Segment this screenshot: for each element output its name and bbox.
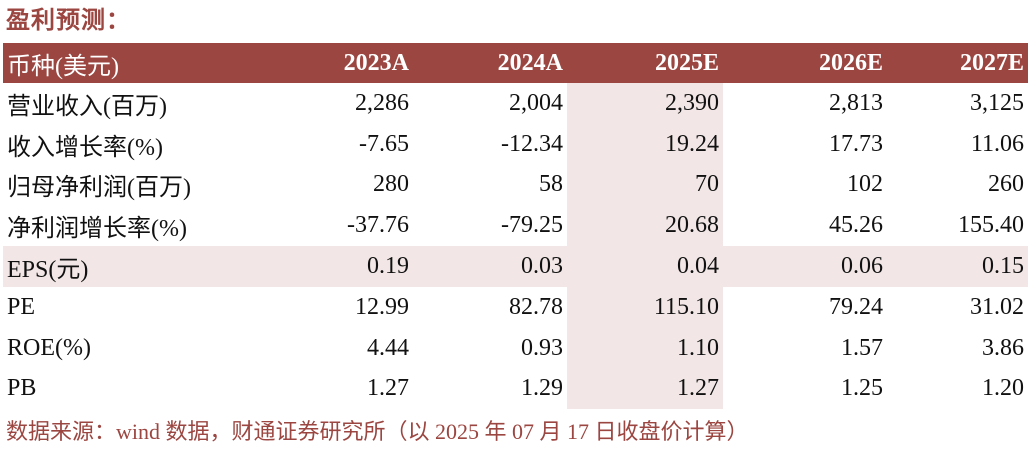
row-label: ROE(%) [7, 334, 91, 361]
cell-value: -37.76 [347, 212, 409, 239]
cell-value: 0.93 [521, 334, 563, 361]
cell-value: 0.15 [887, 246, 1028, 287]
cell-value: 4.44 [367, 334, 409, 361]
cell-value: 3,125 [970, 89, 1024, 116]
header-2023a: 2023A [343, 49, 409, 76]
row-label: 收入增长率(%) [7, 134, 163, 161]
cell-value: 1.20 [982, 375, 1024, 402]
cell-value: 11.06 [970, 130, 1024, 157]
cell-value: 1.57 [841, 334, 883, 361]
cell-value: 155.40 [958, 212, 1024, 239]
cell-value: 2,286 [355, 89, 409, 116]
table-header-row: 币种(美元) 2023A 2024A 2025E 2026E 2027E [3, 43, 1028, 83]
cell-value: 79.24 [829, 293, 883, 320]
row-label: EPS(元) [3, 246, 256, 287]
cell-value: 1.27 [567, 368, 723, 410]
row-label: PE [7, 293, 36, 320]
cell-value: 82.78 [509, 293, 563, 320]
table-row: 归母净利润(百万) 280 58 70 102 260 [3, 164, 1028, 206]
row-label: PB [7, 375, 37, 402]
earnings-forecast-table: 币种(美元) 2023A 2024A 2025E 2026E 2027E 营业收… [3, 43, 1028, 410]
cell-value: 12.99 [355, 293, 409, 320]
cell-value: 0.04 [567, 246, 723, 287]
table-row-highlighted: EPS(元) 0.19 0.03 0.04 0.06 0.15 [3, 246, 1028, 287]
cell-value: 115.10 [567, 286, 723, 328]
header-2026e: 2026E [818, 49, 883, 76]
cell-value: 1.27 [367, 375, 409, 402]
cell-value: 1.10 [567, 327, 723, 369]
table-row: ROE(%) 4.44 0.93 1.10 1.57 3.86 [3, 327, 1028, 369]
cell-value: -79.25 [501, 212, 563, 239]
header-2024a: 2024A [497, 49, 563, 76]
table-row: PE 12.99 82.78 115.10 79.24 31.02 [3, 286, 1028, 328]
table-row: 净利润增长率(%) -37.76 -79.25 20.68 45.26 155.… [3, 205, 1028, 247]
data-source-note: 数据来源：wind 数据，财通证券研究所（以 2025 年 07 月 17 日收… [6, 419, 749, 444]
table-row: 营业收入(百万) 2,286 2,004 2,390 2,813 3,125 [3, 83, 1028, 124]
cell-value: 2,813 [829, 89, 883, 116]
cell-value: 3.86 [982, 334, 1024, 361]
cell-value: 17.73 [829, 130, 883, 157]
cell-value: 2,390 [567, 83, 723, 124]
cell-value: 2,004 [509, 89, 563, 116]
row-label: 营业收入(百万) [7, 93, 167, 120]
cell-value: 45.26 [829, 212, 883, 239]
cell-value: 19.24 [567, 123, 723, 165]
cell-value: -7.65 [359, 130, 409, 157]
table-row: 收入增长率(%) -7.65 -12.34 19.24 17.73 11.06 [3, 123, 1028, 165]
row-label: 净利润增长率(%) [7, 216, 187, 243]
cell-value: 0.03 [413, 246, 567, 287]
header-2027e: 2027E [959, 49, 1024, 76]
cell-value: 0.06 [723, 246, 887, 287]
cell-value: 0.19 [256, 246, 413, 287]
cell-value: 70 [567, 164, 723, 206]
row-label: 归母净利润(百万) [7, 175, 191, 202]
cell-value: 20.68 [567, 205, 723, 247]
table-row: PB 1.27 1.29 1.27 1.25 1.20 [3, 368, 1028, 410]
cell-value: 280 [373, 171, 409, 198]
cell-value: -12.34 [501, 130, 563, 157]
header-currency: 币种(美元) [7, 53, 119, 80]
cell-value: 1.29 [521, 375, 563, 402]
cell-value: 58 [539, 171, 563, 198]
header-2025e: 2025E [654, 49, 719, 76]
cell-value: 1.25 [841, 375, 883, 402]
cell-value: 31.02 [970, 293, 1024, 320]
cell-value: 260 [988, 171, 1024, 198]
section-title: 盈利预测： [6, 8, 131, 34]
cell-value: 102 [847, 171, 883, 198]
